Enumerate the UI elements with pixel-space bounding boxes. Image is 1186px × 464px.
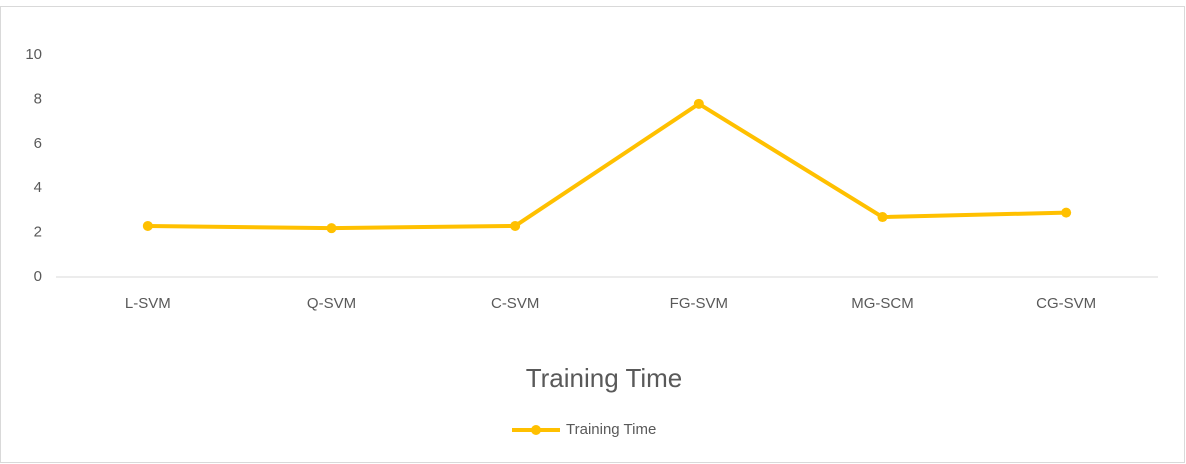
point	[693, 98, 704, 109]
x-tick-label: CG-SVM	[1036, 295, 1096, 312]
x-tick-label: MG-SCM	[851, 295, 914, 312]
point	[1061, 207, 1072, 218]
x-tick-label: L-SVM	[125, 295, 171, 312]
y-tick-label: 6	[34, 135, 42, 152]
y-tick-label: 4	[34, 179, 42, 196]
y-tick-label: 0	[34, 268, 42, 285]
legend-label: Training Time	[566, 421, 656, 438]
y-tick-label: 10	[25, 46, 42, 63]
x-tick-label: Q-SVM	[307, 295, 356, 312]
point	[510, 220, 521, 231]
x-tick-label: C-SVM	[491, 295, 539, 312]
point	[326, 223, 337, 234]
y-tick-label: 8	[34, 90, 42, 107]
chart-border	[0, 6, 1185, 463]
legend-marker	[531, 425, 541, 435]
y-tick-label: 2	[34, 224, 42, 241]
point	[142, 220, 153, 231]
series-line	[147, 101, 1067, 231]
x-tick-label: FG-SVM	[670, 295, 728, 312]
chart-title: Training Time	[526, 363, 683, 393]
point	[877, 212, 888, 223]
